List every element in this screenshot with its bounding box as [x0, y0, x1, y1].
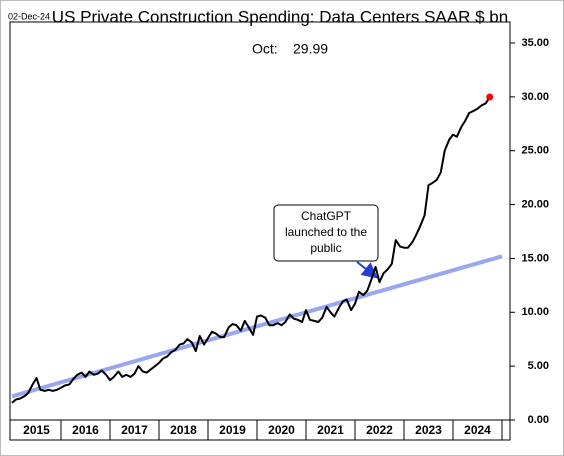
data-line: [11, 96, 491, 404]
latest-label: Oct:: [252, 41, 278, 57]
x-tick-label: 2017: [121, 423, 148, 437]
plot-frame: [9, 21, 511, 441]
callout-box: [273, 204, 379, 262]
y-tick-label: 15.00: [521, 252, 549, 264]
x-tick-label: 2018: [170, 423, 197, 437]
x-tick-label: 2015: [23, 423, 50, 437]
y-tick-label: 25.00: [521, 145, 549, 157]
latest-value: 29.99: [293, 41, 328, 57]
x-tick-label: 2024: [464, 423, 491, 437]
y-tick-label: 30.00: [521, 91, 549, 103]
y-tick-label: 20.00: [521, 198, 549, 210]
callout-text: public: [310, 241, 341, 255]
date-label: 02-Dec-24: [8, 11, 50, 21]
callout-arrow: [356, 261, 379, 279]
x-tick-label: 2023: [415, 423, 442, 437]
x-tick-label: 2022: [366, 423, 393, 437]
x-tick-label: 2021: [317, 423, 344, 437]
y-tick-label: 0.00: [528, 414, 549, 426]
x-tick-label: 2019: [219, 423, 246, 437]
chart-title: US Private Construction Spending: Data C…: [52, 7, 508, 26]
trend-line: [11, 254, 503, 399]
callout-text: ChatGPT: [301, 209, 352, 223]
callout-text: launched to the: [285, 225, 367, 239]
x-tick-label: 2016: [72, 423, 99, 437]
y-tick-label: 10.00: [521, 306, 549, 318]
y-tick-label: 35.00: [521, 37, 549, 49]
latest-point: [486, 93, 494, 101]
y-tick-label: 5.00: [528, 360, 549, 372]
x-tick-label: 2020: [268, 423, 295, 437]
